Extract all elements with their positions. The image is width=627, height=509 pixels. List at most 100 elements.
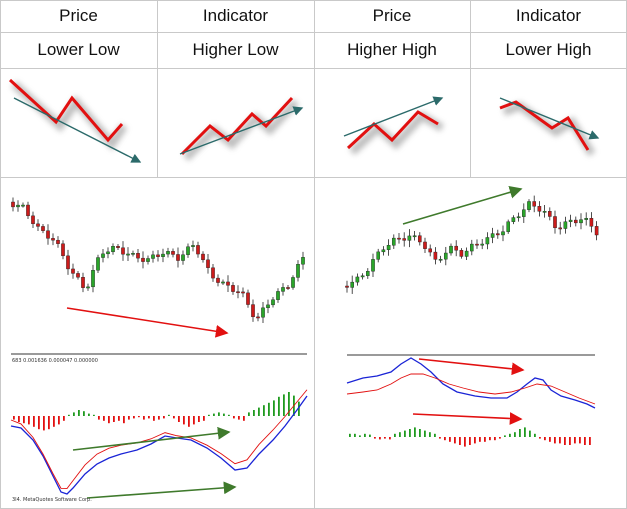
histogram-bar xyxy=(554,437,556,444)
histogram-bar xyxy=(404,430,406,437)
label-higher-high: Higher High xyxy=(347,40,437,59)
histogram-bar xyxy=(128,416,130,420)
col-divider xyxy=(470,0,471,177)
histogram-bar xyxy=(203,416,205,421)
right-macd-histogram xyxy=(349,427,591,447)
candle xyxy=(216,277,220,283)
histogram-bar xyxy=(248,412,250,416)
histogram-bar xyxy=(213,413,215,416)
candle xyxy=(376,251,380,260)
candle xyxy=(366,271,370,276)
histogram-bar xyxy=(354,433,356,437)
histogram-bar xyxy=(484,437,486,442)
table-border-left xyxy=(0,0,1,509)
histogram-bar xyxy=(238,416,240,420)
col-divider xyxy=(157,0,158,177)
candle xyxy=(16,204,20,208)
histogram-bar xyxy=(364,433,366,437)
histogram-bar xyxy=(559,437,561,444)
histogram-bar xyxy=(48,416,50,430)
candle xyxy=(201,253,205,261)
histogram-bar xyxy=(429,432,431,437)
candle xyxy=(402,238,406,241)
candle xyxy=(126,253,130,256)
histogram-bar xyxy=(93,414,95,416)
histogram-bar xyxy=(148,416,150,419)
histogram-lower-high-arrow xyxy=(412,412,523,425)
candle xyxy=(226,281,230,286)
histogram-bar xyxy=(549,437,551,442)
candle xyxy=(355,276,360,283)
candle xyxy=(66,255,70,270)
pattern-diagrams xyxy=(8,78,600,163)
candle xyxy=(241,291,245,294)
lower-low-diagram xyxy=(8,78,142,163)
histogram-bar xyxy=(173,416,175,419)
histogram-bar xyxy=(13,416,15,420)
histogram-bar xyxy=(449,437,451,442)
candle xyxy=(51,238,55,241)
candle xyxy=(116,246,120,248)
candle xyxy=(46,230,50,239)
histogram-bar xyxy=(399,432,401,437)
histogram-bar xyxy=(499,437,501,439)
candle xyxy=(589,218,594,227)
candle xyxy=(469,243,474,252)
histogram-bar xyxy=(394,433,396,437)
histogram-bar xyxy=(258,407,260,416)
histogram-bar xyxy=(454,437,456,444)
candle xyxy=(485,237,490,245)
candle xyxy=(81,277,85,288)
histogram-bar xyxy=(298,401,300,416)
candle xyxy=(480,243,485,246)
candle xyxy=(501,231,505,236)
histogram-bar xyxy=(464,437,466,447)
histogram-bar xyxy=(444,437,446,441)
candle xyxy=(386,245,391,250)
candle xyxy=(191,245,195,247)
label-lower-low: Lower Low xyxy=(37,40,120,59)
candle xyxy=(296,264,300,278)
candle xyxy=(151,254,155,259)
histogram-bar xyxy=(88,413,90,416)
macd-lower-high-arrow xyxy=(418,358,525,376)
histogram-bar xyxy=(474,437,476,444)
candle xyxy=(423,241,427,249)
histogram-bar xyxy=(439,437,441,439)
histogram-bar xyxy=(243,416,245,421)
histogram-bar xyxy=(28,416,30,425)
histogram-bar xyxy=(228,414,230,416)
histogram-bar xyxy=(504,435,506,437)
col-divider xyxy=(314,0,315,509)
macd-higher-low-arrow xyxy=(86,481,237,499)
candle xyxy=(490,233,495,238)
candle xyxy=(136,253,140,259)
left-price-candles xyxy=(11,197,305,324)
histogram-bar xyxy=(278,396,280,416)
candle xyxy=(171,251,175,255)
histogram-bar xyxy=(183,416,185,425)
candle xyxy=(371,259,375,272)
candle xyxy=(464,250,469,257)
histogram-bar xyxy=(118,416,120,421)
candle xyxy=(281,287,285,292)
candle xyxy=(291,277,295,288)
macd-line-right xyxy=(346,357,596,409)
candle xyxy=(276,291,280,300)
histogram-bar xyxy=(68,414,70,416)
label-lower-high: Lower High xyxy=(505,40,592,59)
histogram-bar xyxy=(143,416,145,420)
candle xyxy=(161,253,165,257)
histogram-bar xyxy=(489,437,491,441)
candle xyxy=(71,268,75,274)
histogram-bar xyxy=(514,432,516,437)
candle xyxy=(261,307,265,318)
histogram-bar xyxy=(188,416,190,427)
candle xyxy=(36,223,40,227)
histogram-bar xyxy=(158,416,160,420)
histogram-bar xyxy=(53,416,55,427)
candle xyxy=(91,270,95,288)
candle xyxy=(76,273,80,278)
candle xyxy=(563,221,568,229)
